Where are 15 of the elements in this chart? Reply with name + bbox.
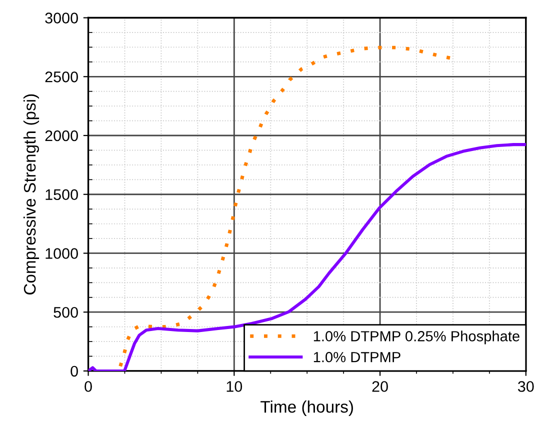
y-tick-label: 1000 [46, 248, 78, 259]
y-tick-label: 2500 [45, 72, 78, 82]
y-tick-label: 500 [54, 306, 78, 318]
x-tick-label: 20 [372, 381, 388, 392]
x-tick-label: 10 [226, 381, 242, 392]
x-axis-title: Time (hours) [260, 400, 353, 416]
y-axis-title: Compressive Strength (psi) [23, 94, 40, 294]
y-tick-label: 3000 [45, 12, 78, 24]
legend-label: 1.0% DTPMP 0.25% Phosphate [314, 330, 520, 344]
x-tick-label: 0 [84, 381, 92, 392]
y-tick-label: 2000 [45, 130, 78, 142]
x-tick-label: 30 [518, 381, 534, 392]
y-tick-label: 1500 [46, 189, 78, 200]
legend-label: 1.0% DTPMP [314, 352, 400, 362]
y-tick-label: 0 [70, 366, 78, 377]
